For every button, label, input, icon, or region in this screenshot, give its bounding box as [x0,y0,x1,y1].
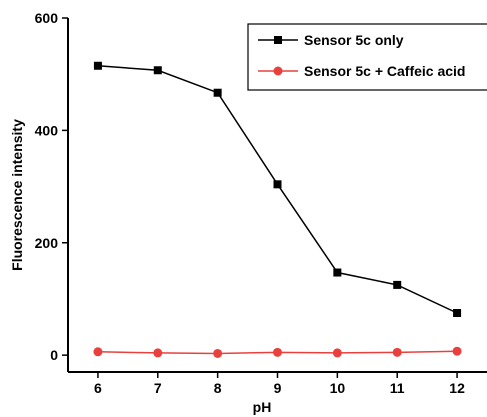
x-tick-label: 9 [274,380,282,396]
data-point [213,88,222,97]
x-tick-label: 8 [214,380,222,396]
data-point [392,347,402,357]
y-axis-label: Fluorescence intensity [9,119,25,271]
ticks-layer: 6 7 8 9 10 11 12 0 200 400 600 [35,10,465,396]
legend: Sensor 5c only Sensor 5c + Caffeic acid [247,23,487,91]
data-point [393,280,402,289]
x-tick-label: 6 [94,380,102,396]
data-point [273,180,282,189]
x-tick-label: 7 [154,380,162,396]
y-tick-label: 200 [35,235,59,251]
legend-marker-sensor-only [274,36,282,44]
series-layer [93,61,462,358]
legend-marker-sensor-caffeic [273,66,283,76]
data-point [333,268,342,277]
legend-box [247,23,487,91]
y-tick-label: 400 [35,122,59,138]
data-point [93,61,102,70]
data-point [213,348,223,358]
x-tick-label: 12 [449,380,465,396]
series-0 [93,61,462,317]
legend-label-sensor-caffeic: Sensor 5c + Caffeic acid [304,63,465,79]
series-line-0 [97,65,458,314]
data-point [332,348,342,358]
x-tick-label: 11 [390,380,405,396]
data-point [153,66,162,75]
series-1 [93,346,462,358]
data-point [273,347,282,357]
x-axis-label: pH [253,399,272,415]
data-point [452,346,462,356]
data-point [93,347,103,357]
y-tick-label: 600 [35,10,59,26]
data-point [153,348,163,358]
y-tick-label: 0 [50,347,58,363]
data-point [453,309,462,317]
legend-label-sensor-only: Sensor 5c only [304,32,404,48]
x-tick-label: 10 [330,380,346,396]
